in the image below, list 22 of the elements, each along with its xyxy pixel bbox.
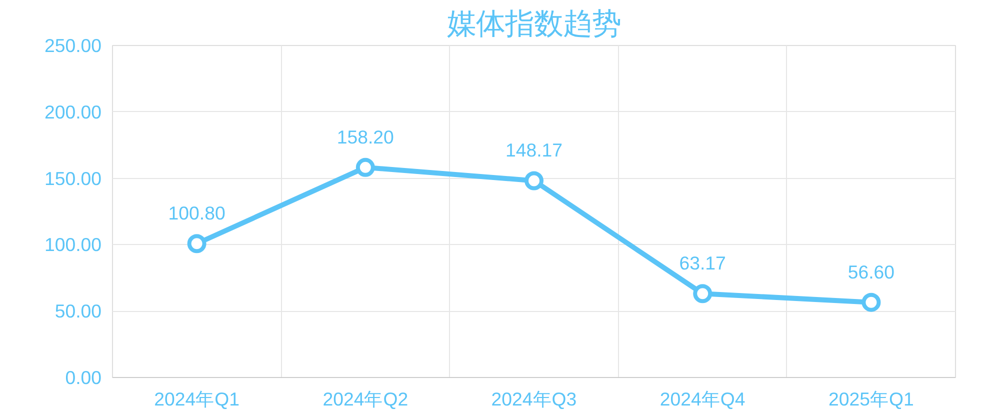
x-tick-label: 2024年Q1 xyxy=(154,388,240,410)
point xyxy=(862,292,881,312)
data-label: 63.17 xyxy=(679,252,726,274)
point xyxy=(187,234,206,254)
x-tick-label: 2025年Q1 xyxy=(828,388,914,410)
y-tick-label: 150.00 xyxy=(44,168,102,189)
x-tick-label: 2024年Q4 xyxy=(660,388,746,410)
y-tick-label: 50.00 xyxy=(54,300,102,322)
chart-title: 媒体指数趋势 xyxy=(447,8,621,40)
y-tick-label: 100.00 xyxy=(44,234,102,256)
y-tick-label: 200.00 xyxy=(44,101,102,122)
data-label: 56.60 xyxy=(848,261,895,282)
point xyxy=(693,284,712,304)
y-tick-label: 250.00 xyxy=(44,35,102,56)
data-label: 100.80 xyxy=(168,202,226,224)
y-tick-label: 0.00 xyxy=(65,367,102,388)
data-label: 148.17 xyxy=(505,140,563,161)
data-label: 158.20 xyxy=(336,126,394,148)
x-tick-label: 2024年Q3 xyxy=(491,388,577,410)
point xyxy=(524,171,544,190)
x-tick-label: 2024年Q2 xyxy=(322,388,408,410)
point xyxy=(356,158,375,177)
